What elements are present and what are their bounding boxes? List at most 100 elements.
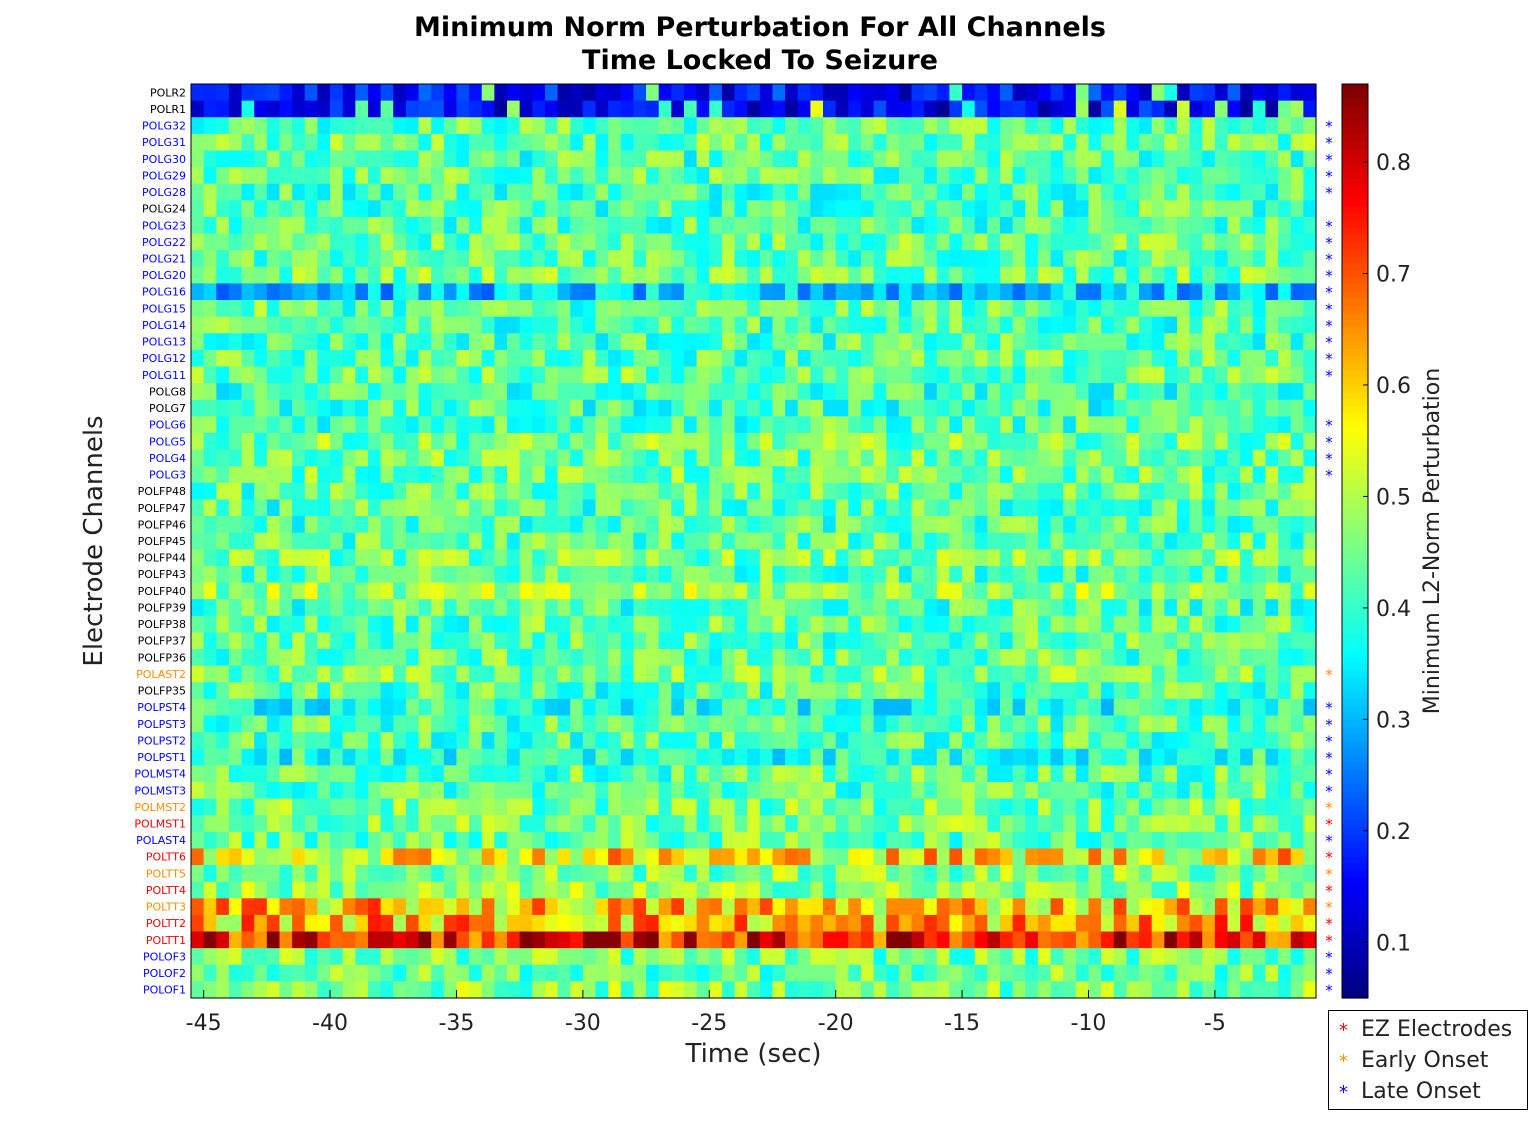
heatmap-cell <box>570 765 584 783</box>
heatmap-cell <box>1075 914 1090 933</box>
heatmap-cell <box>1176 449 1191 467</box>
heatmap-cell <box>734 466 748 484</box>
heatmap-cell <box>582 416 597 434</box>
heatmap-cell <box>999 582 1014 600</box>
heatmap-cell <box>254 682 268 700</box>
heatmap-cell <box>431 183 445 201</box>
heatmap-cell <box>823 349 837 368</box>
heatmap-cell <box>1037 632 1052 650</box>
heatmap-cell <box>469 183 483 201</box>
heatmap-cell <box>367 698 382 717</box>
heatmap-cell <box>266 383 281 401</box>
heatmap-cell <box>1037 565 1052 584</box>
heatmap-cell <box>519 981 533 999</box>
heatmap-cell <box>646 516 660 534</box>
heatmap-cell <box>620 183 635 201</box>
heatmap-cell <box>1303 449 1317 467</box>
heatmap-cell <box>1202 183 1216 201</box>
heatmap-cell <box>418 632 432 650</box>
heatmap-cell <box>367 233 382 251</box>
heatmap-cell <box>494 349 508 368</box>
heatmap-cell <box>1075 848 1090 866</box>
heatmap-cell <box>393 250 407 268</box>
heatmap-cell <box>1214 549 1229 567</box>
heatmap-cell <box>544 399 559 417</box>
heatmap-cell <box>405 898 420 916</box>
heatmap-cell <box>1088 416 1102 434</box>
heatmap-cell <box>544 432 559 451</box>
heatmap-cell <box>620 831 635 850</box>
heatmap-cell <box>1151 150 1165 168</box>
heatmap-cell <box>772 848 786 866</box>
heatmap-cell <box>1227 416 1241 434</box>
heatmap-cell <box>962 948 976 966</box>
heatmap-cell <box>1139 981 1153 999</box>
heatmap-cell <box>860 133 875 152</box>
heatmap-cell <box>785 449 799 467</box>
heatmap-cell <box>228 349 243 368</box>
heatmap-cell <box>759 300 774 318</box>
heatmap-cell <box>507 349 521 368</box>
heatmap-cell <box>266 781 281 800</box>
heatmap-cell <box>848 349 862 368</box>
heatmap-cell <box>721 549 736 567</box>
heatmap-cell <box>696 931 710 949</box>
heatmap-cell <box>1113 250 1127 268</box>
heatmap-cell <box>785 416 799 434</box>
heatmap-cell <box>254 532 268 550</box>
heatmap-cell <box>494 532 508 550</box>
heatmap-cell <box>1151 233 1165 251</box>
heatmap-cell <box>317 366 331 384</box>
heatmap-cell <box>582 300 597 318</box>
heatmap-cell <box>1037 599 1052 617</box>
heatmap-cell <box>342 981 356 999</box>
heatmap-cell <box>974 283 988 301</box>
heatmap-cell <box>519 565 533 584</box>
heatmap-cell <box>873 432 887 451</box>
heatmap-cell <box>1278 432 1292 451</box>
heatmap-cell <box>342 84 356 102</box>
heatmap-cell <box>1113 948 1127 966</box>
heatmap-cell <box>292 549 306 567</box>
heatmap-cell <box>1050 216 1064 235</box>
heatmap-cell <box>949 815 963 833</box>
heatmap-cell <box>456 482 470 501</box>
heatmap-cell <box>279 665 293 683</box>
heatmap-cell <box>1126 582 1140 600</box>
heatmap-cell <box>1126 383 1140 401</box>
heatmap-cell <box>292 84 306 102</box>
heatmap-cell <box>1139 250 1153 268</box>
heatmap-cell <box>1088 798 1102 816</box>
heatmap-cell <box>608 615 622 633</box>
heatmap-cell <box>380 150 394 168</box>
heatmap-cell <box>1075 865 1090 883</box>
heatmap-cell <box>797 615 811 633</box>
heatmap-cell <box>1240 449 1254 467</box>
heatmap-cell <box>342 964 356 982</box>
heatmap-cell <box>759 333 774 351</box>
heatmap-cell <box>949 615 963 633</box>
heatmap-cell <box>203 300 217 318</box>
heatmap-cell <box>734 84 748 102</box>
heatmap-cell <box>911 216 925 235</box>
y-tick-label: POLPST4 <box>137 701 186 714</box>
heatmap-cell <box>557 482 571 501</box>
heatmap-cell <box>481 150 495 168</box>
heatmap-cell <box>342 383 356 401</box>
heatmap-cell <box>469 266 483 285</box>
heatmap-cell <box>1075 748 1090 766</box>
heatmap-cell <box>848 981 862 999</box>
y-tick-label: POLOF3 <box>143 950 186 963</box>
heatmap-cell <box>380 216 394 235</box>
onset-marker-ez: * <box>1325 816 1333 834</box>
heatmap-cell <box>1037 117 1052 135</box>
heatmap-cell <box>279 117 293 135</box>
heatmap-cell <box>355 831 369 850</box>
heatmap-cell <box>367 948 382 966</box>
heatmap-cell <box>1139 200 1153 218</box>
heatmap-cell <box>772 100 786 118</box>
heatmap-cell <box>633 216 647 235</box>
heatmap-cell <box>507 698 521 717</box>
heatmap-cell <box>1050 482 1064 501</box>
heatmap-cell <box>393 914 407 933</box>
